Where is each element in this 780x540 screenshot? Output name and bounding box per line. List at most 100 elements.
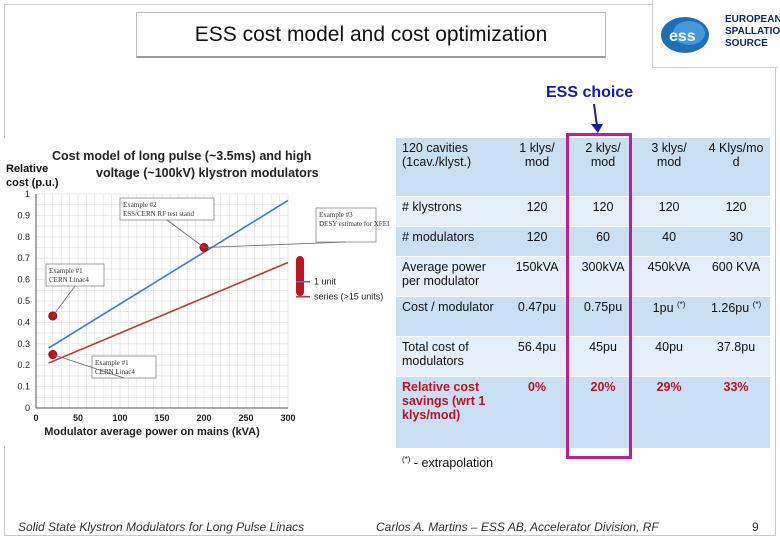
cost-chart: 0 0.1 0.2 0.3 0.4 0.5 0.6 0.7 0.8 0.9 1 0 50 100 150 20… xyxy=(4,138,391,446)
cell-value: 120 xyxy=(658,199,680,214)
table-cell: 600 KVA xyxy=(702,256,770,297)
annotation-box xyxy=(315,207,377,243)
table-cell: 1.26pu (*) xyxy=(702,296,770,337)
table-cell: 120 xyxy=(570,196,637,227)
y-tick-label: 0.1 xyxy=(17,382,30,392)
legend-label: series (>15 units) xyxy=(314,292,383,302)
annotation-text: Example #2 ESS/CERN RF test stand xyxy=(123,201,194,218)
y-tick-label: 0.3 xyxy=(17,339,30,349)
table-cell: 40pu xyxy=(636,336,703,377)
cell-value: 30 xyxy=(729,229,743,244)
cell-value: 120 xyxy=(592,199,614,214)
cell-value: 120 xyxy=(526,229,548,244)
x-tick-label: 50 xyxy=(73,413,83,423)
page-number: 9 xyxy=(752,520,759,534)
ess-logo: ess EUROPEAN SPALLATION SOURCE xyxy=(652,0,780,68)
y-tick-label: 1 xyxy=(25,189,30,199)
cell-value: 120 xyxy=(725,199,747,214)
annotation-arrow xyxy=(52,354,125,379)
annotation-text: Example #1 CERN Linac4 xyxy=(49,267,89,284)
table-cell: 1 klys/ mod xyxy=(504,138,571,197)
table-cell: 1pu (*) xyxy=(636,296,703,337)
cell-value: 1.26pu xyxy=(710,300,750,315)
logo-line-2: SPALLATION xyxy=(725,26,780,37)
table-cell: 120 xyxy=(504,226,571,257)
cost-chart-svg: 0 0.1 0.2 0.3 0.4 0.5 0.6 0.7 0.8 0.9 1 0 50 100 150 20… xyxy=(4,138,391,446)
table-cell: 120 xyxy=(702,196,770,227)
chart-background xyxy=(4,138,390,446)
y-tick-label: 0.2 xyxy=(17,360,30,370)
table-row: Total cost of modulators 56.4pu 45pu 40pu 37… xyxy=(396,336,770,377)
y-tick-label: 0.8 xyxy=(17,232,30,242)
logo-wordmark: EUROPEAN SPALLATION SOURCE xyxy=(725,14,780,50)
ess-logo-mark-text: ess xyxy=(669,28,696,45)
ess-choice-label: ESS choice xyxy=(546,84,634,101)
x-tick-label: 300 xyxy=(280,413,295,423)
table-cell: 4 Klys/mo d xyxy=(702,138,770,197)
title-box: ESS cost model and cost optimization xyxy=(136,12,606,58)
table-cell: 0.75pu xyxy=(570,296,637,337)
cell-value: 20% xyxy=(590,379,616,394)
ess-choice-arrow xyxy=(591,103,603,133)
footnote-mark: (*) xyxy=(402,455,411,464)
cell-value: 300kVA xyxy=(581,259,625,274)
table-cell: 20% xyxy=(570,376,637,449)
logo-line-1: EUROPEAN xyxy=(725,14,780,25)
table-cell: 120 xyxy=(504,196,571,227)
cell-value: 33% xyxy=(723,379,749,394)
y-tick-label: 0.9 xyxy=(17,210,30,220)
ess-logo-icon: ess xyxy=(661,17,709,53)
cell-value: 37.8pu xyxy=(716,339,756,354)
cell-value: 120 xyxy=(526,199,548,214)
table-cell: 29% xyxy=(636,376,703,449)
annotation-arrow xyxy=(52,285,76,317)
table-cell: 45pu xyxy=(570,336,637,377)
cell-value: 450kVA xyxy=(647,259,691,274)
y-tick-label: 0.6 xyxy=(17,275,30,285)
footer-author: Carlos A. Martins – ESS AB, Accelerator … xyxy=(376,520,659,534)
cell-value: 3 klys/ mod xyxy=(651,141,687,169)
row-label: # modulators xyxy=(396,226,504,257)
row-label: Average power per modulator xyxy=(396,256,504,297)
annotation-arrow xyxy=(166,219,205,248)
annotation-text: Example #1 CERN Linac4 xyxy=(95,359,135,376)
table-cell: 120 xyxy=(636,196,703,227)
x-tick-label: 0 xyxy=(33,413,38,423)
table-cell: 0.47pu xyxy=(504,296,571,337)
footer-left: Solid State Klystron Modulators for Long… xyxy=(18,520,305,534)
modulator-table: 120 cavities (1cav./klyst.) 1 klys/ mod 2 … xyxy=(396,138,770,449)
table-row: # klystrons 120 120 120 120 xyxy=(396,196,770,227)
cell-value: 29% xyxy=(656,379,682,394)
legend-label: 1 unit xyxy=(314,277,337,287)
cell-value: 40pu xyxy=(655,339,683,354)
x-tick-label: 200 xyxy=(196,413,211,423)
y-tick-label: 0 xyxy=(25,403,30,413)
table-row: 120 cavities (1cav./klyst.) 1 klys/ mod 2 … xyxy=(396,138,770,197)
cell-value: 60 xyxy=(596,229,610,244)
y-tick-label: 0.4 xyxy=(17,317,30,327)
x-axis-label: Modulator average power on mains (kVA) xyxy=(44,426,260,438)
table-cell: 30 xyxy=(702,226,770,257)
table-cell: 60 xyxy=(570,226,637,257)
extrapolation-mark: (*) xyxy=(752,299,762,309)
x-tick-label: 250 xyxy=(238,413,253,423)
table-cell: 450kVA xyxy=(636,256,703,297)
logo-line-3: SOURCE xyxy=(725,38,768,49)
cell-value: 1 klys/ mod xyxy=(519,141,555,169)
chart-title: Cost model of long pulse (~3.5ms) and hi… xyxy=(52,149,319,180)
y-tick-label: 0.7 xyxy=(17,253,30,263)
legend-range-marker xyxy=(296,256,304,297)
x-tick-label: 100 xyxy=(112,413,127,423)
cell-value: 600 KVA xyxy=(711,259,761,274)
table-cell: 0% xyxy=(504,376,571,449)
series-line xyxy=(48,199,289,349)
slide-title: ESS cost model and cost optimization xyxy=(194,22,548,46)
table-cell: 2 klys/ mod xyxy=(570,138,637,197)
table-cell: 56.4pu xyxy=(504,336,571,377)
annotation-arrow xyxy=(203,241,347,248)
series-line xyxy=(48,261,289,364)
cell-value: 56.4pu xyxy=(517,339,557,354)
table-cell: 37.8pu xyxy=(702,336,770,377)
table-row: Average power per modulator 150kVA 300kVA 4… xyxy=(396,256,770,297)
row-label: Total cost of modulators xyxy=(396,336,504,377)
